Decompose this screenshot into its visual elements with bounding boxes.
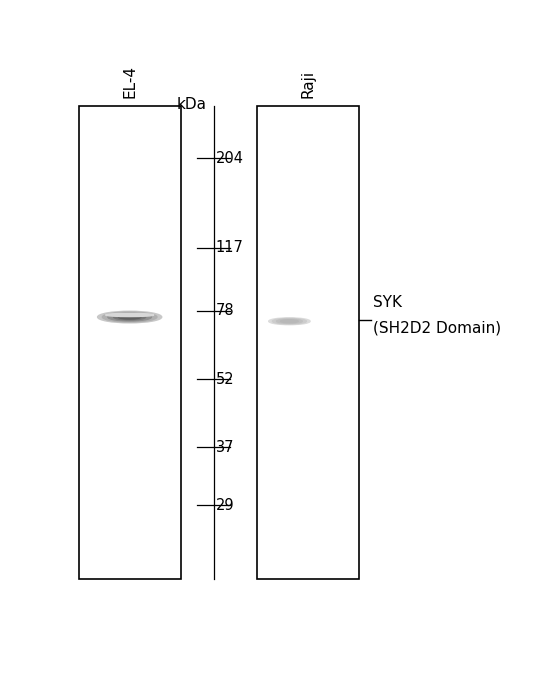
Text: Raji: Raji (300, 70, 315, 98)
Bar (257, 106, 358, 579)
Ellipse shape (114, 314, 146, 320)
Text: 52: 52 (216, 372, 234, 387)
Ellipse shape (277, 319, 302, 323)
Ellipse shape (103, 312, 157, 322)
Text: 204: 204 (216, 151, 244, 166)
Text: (SH2D2 Domain): (SH2D2 Domain) (373, 321, 501, 336)
Ellipse shape (119, 315, 141, 319)
Ellipse shape (106, 313, 154, 317)
Text: 37: 37 (216, 440, 234, 455)
Text: EL-4: EL-4 (122, 65, 137, 98)
Ellipse shape (108, 313, 152, 321)
Ellipse shape (272, 318, 307, 324)
Text: kDa: kDa (176, 97, 207, 112)
Ellipse shape (98, 311, 162, 323)
Text: 117: 117 (216, 240, 244, 255)
Text: 78: 78 (216, 303, 234, 318)
Text: 29: 29 (216, 498, 234, 513)
Text: SYK: SYK (373, 295, 402, 310)
Ellipse shape (269, 318, 310, 324)
Ellipse shape (281, 320, 298, 322)
Bar (79, 106, 180, 579)
